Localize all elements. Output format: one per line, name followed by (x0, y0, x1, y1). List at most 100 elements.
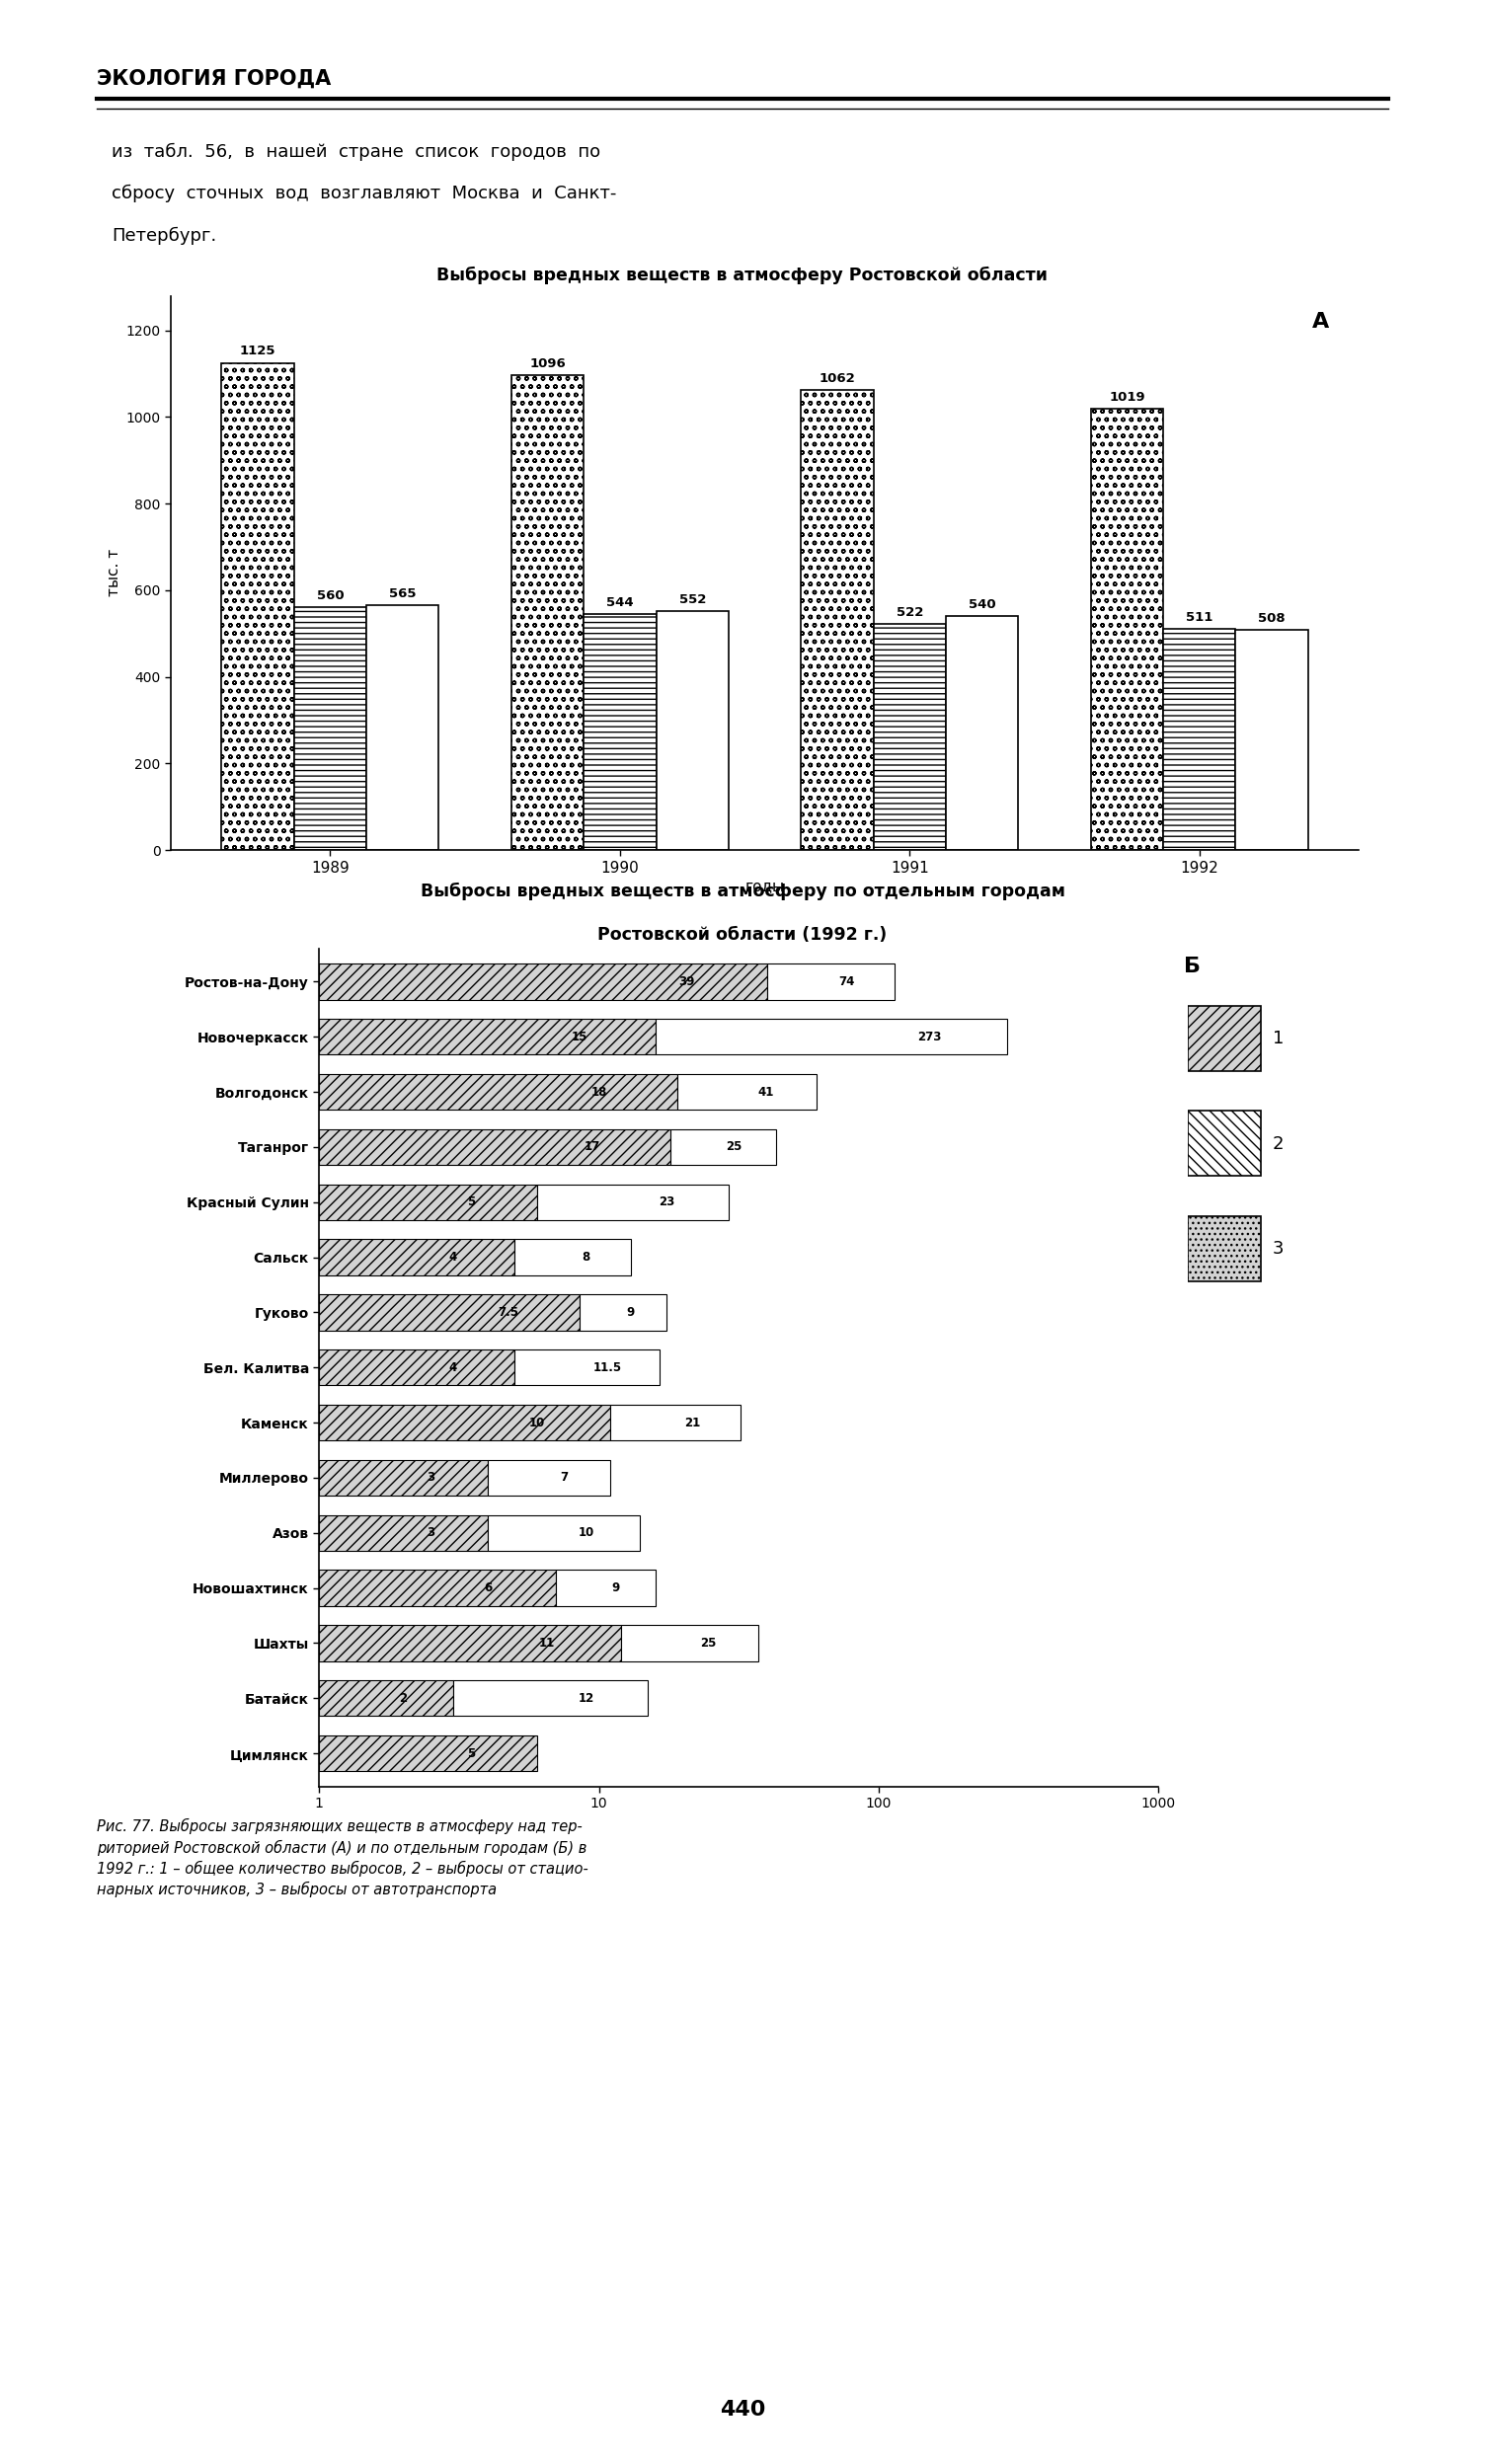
Text: А: А (1313, 313, 1329, 333)
Bar (319, 1185, 538, 1220)
Text: 41: 41 (757, 1087, 774, 1099)
Bar (621, 1626, 757, 1661)
Text: 6: 6 (484, 1582, 492, 1594)
Text: 10: 10 (578, 1528, 594, 1540)
Bar (800, 389, 873, 850)
Text: 440: 440 (720, 2400, 765, 2420)
Bar (670, 1129, 777, 1165)
Bar (555, 1570, 656, 1607)
Bar (579, 1294, 667, 1331)
Text: 540: 540 (968, 599, 996, 611)
Text: 5: 5 (468, 1195, 475, 1207)
Text: Б: Б (1184, 956, 1200, 976)
Text: 5: 5 (468, 1747, 475, 1759)
Text: 8: 8 (582, 1252, 590, 1264)
Bar (677, 1074, 817, 1109)
Text: 273: 273 (918, 1030, 941, 1042)
Text: 544: 544 (606, 596, 634, 609)
Bar (487, 1459, 610, 1496)
Text: 4: 4 (448, 1360, 457, 1375)
Text: 17: 17 (585, 1141, 601, 1153)
Bar (367, 606, 438, 850)
Bar (584, 614, 656, 850)
Text: сбросу  сточных  вод  возглавляют  Москва  и  Санкт-: сбросу сточных вод возглавляют Москва и … (111, 185, 616, 202)
Text: 39: 39 (679, 976, 693, 988)
Text: 21: 21 (685, 1417, 699, 1429)
Text: Петербург.: Петербург. (111, 227, 217, 244)
Text: 10: 10 (529, 1417, 545, 1429)
Text: 522: 522 (895, 606, 924, 618)
Text: 560: 560 (316, 589, 345, 601)
Bar (1188, 1005, 1261, 1072)
Text: Выбросы вредных веществ в атмосферу по отдельным городам: Выбросы вредных веществ в атмосферу по о… (420, 882, 1065, 899)
Bar (610, 1404, 740, 1441)
Text: 23: 23 (659, 1195, 676, 1207)
Text: 12: 12 (578, 1693, 594, 1705)
Text: Рис. 77. Выбросы загрязняющих веществ в атмосферу над тер-
риторией Ростовской о: Рис. 77. Выбросы загрязняющих веществ в … (97, 1818, 588, 1897)
Bar (319, 1074, 677, 1109)
Text: 1125: 1125 (239, 345, 276, 357)
Text: 552: 552 (679, 594, 705, 606)
Text: ЭКОЛОГИЯ ГОРОДА: ЭКОЛОГИЯ ГОРОДА (97, 69, 331, 89)
Text: 508: 508 (1258, 611, 1286, 626)
Text: 3: 3 (426, 1471, 435, 1483)
Text: из  табл.  56,  в  нашей  стране  список  городов  по: из табл. 56, в нашей стране список город… (111, 143, 600, 160)
Text: 1096: 1096 (529, 357, 566, 370)
Bar (538, 1185, 728, 1220)
Text: 74: 74 (839, 976, 855, 988)
Bar (294, 609, 367, 850)
Text: 3: 3 (1273, 1239, 1285, 1257)
Bar (319, 1020, 656, 1055)
Text: 2: 2 (399, 1693, 407, 1705)
Text: 7: 7 (560, 1471, 569, 1483)
Bar (319, 1570, 555, 1607)
Bar (511, 375, 584, 850)
Text: 15: 15 (572, 1030, 587, 1042)
Text: 2: 2 (1273, 1136, 1285, 1153)
Y-axis label: тыс. т: тыс. т (107, 549, 122, 596)
Bar (319, 1129, 670, 1165)
Text: 9: 9 (612, 1582, 621, 1594)
Bar (319, 1626, 621, 1661)
Bar (768, 963, 894, 1000)
Text: 25: 25 (726, 1141, 742, 1153)
Text: 1019: 1019 (1109, 392, 1145, 404)
Bar (487, 1515, 640, 1550)
Text: 9: 9 (627, 1306, 636, 1318)
Bar (873, 623, 946, 850)
Bar (946, 616, 1019, 850)
Text: 11: 11 (539, 1636, 555, 1648)
Bar (656, 611, 729, 850)
Bar (319, 1515, 487, 1550)
Bar (319, 1294, 579, 1331)
Bar (319, 1680, 453, 1715)
Bar (221, 362, 294, 850)
Bar (319, 1350, 515, 1385)
Bar (319, 1735, 538, 1772)
Text: 1: 1 (1273, 1030, 1285, 1047)
X-axis label: годы: годы (745, 880, 784, 894)
Text: 3: 3 (426, 1528, 435, 1540)
Bar (1188, 1215, 1261, 1281)
Bar (319, 1404, 610, 1441)
Bar (515, 1239, 631, 1276)
Text: Ростовской области (1992 г.): Ростовской области (1992 г.) (598, 926, 887, 944)
Text: Выбросы вредных веществ в атмосферу Ростовской области: Выбросы вредных веществ в атмосферу Рост… (437, 266, 1048, 283)
Text: 511: 511 (1187, 611, 1213, 623)
Text: 1062: 1062 (820, 372, 855, 384)
Bar (1188, 1111, 1261, 1175)
Bar (319, 963, 768, 1000)
Text: 18: 18 (591, 1087, 607, 1099)
Bar (453, 1680, 647, 1715)
Text: 565: 565 (389, 586, 416, 601)
Bar (1236, 631, 1308, 850)
Bar (1163, 628, 1236, 850)
Text: 25: 25 (699, 1636, 716, 1648)
Bar (515, 1350, 659, 1385)
Bar (319, 1459, 487, 1496)
Text: 11.5: 11.5 (594, 1360, 622, 1375)
Text: 7.5: 7.5 (497, 1306, 518, 1318)
Bar (1091, 409, 1163, 850)
Text: 4: 4 (448, 1252, 457, 1264)
Bar (319, 1239, 515, 1276)
